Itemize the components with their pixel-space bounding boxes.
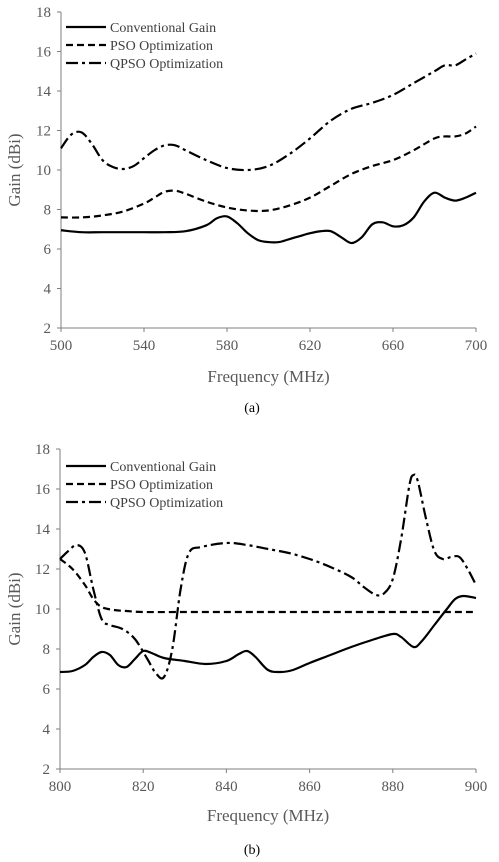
chart-b-x-tick-label: 840 [215,779,238,795]
chart-a-series-conventional-gain-line [60,191,477,245]
chart-b-y-tick-label: 6 [43,682,51,698]
chart-b-series-conventional-gain-line [59,594,477,674]
chart-a-y-tick-label: 4 [44,282,52,298]
chart-a-x-tick-label: 500 [50,338,73,354]
chart-a-y-tick-label: 2 [44,321,52,337]
chart-b-x-tick-label: 820 [132,779,155,795]
chart-a-y-axis-title: Gain (dBi) [5,133,24,206]
chart-a-y-tick-label: 18 [36,5,51,21]
chart-b-x-tick-label: 860 [298,779,321,795]
chart-b-y-tick-label: 10 [35,602,50,618]
chart-a-y-tick-label: 10 [36,163,51,179]
chart-a-x-tick-label: 540 [133,338,156,354]
chart-a-legend-label: QPSO Optimization [110,57,223,72]
chart-b-y-tick-label: 18 [35,442,50,458]
chart-b-series-pso-optimization-line [59,558,476,614]
chart-a-legend-label: Conventional Gain [110,21,216,36]
chart-b-series-qpso-optimization-line [59,473,477,680]
chart-b-x-tick-label: 900 [465,779,488,795]
chart-a-y-tick-label: 14 [36,84,52,100]
chart-b-caption: (b) [244,843,261,858]
chart-b-y-tick-label: 4 [43,722,51,738]
chart-a-series-qpso-optimization-line [60,52,477,172]
chart-b-y-tick-label: 14 [35,522,51,538]
chart-b-legend-label: QPSO Optimization [110,496,223,511]
chart-b-x-tick-label: 800 [49,779,72,795]
chart-b-legend-label: PSO Optimization [110,478,213,493]
chart-a-x-tick-label: 660 [382,338,405,354]
chart-a-y-tick-label: 8 [44,203,52,219]
chart-b-x-axis-title: Frequency (MHz) [207,806,329,825]
chart-b-y-tick-label: 12 [35,562,50,578]
chart-a-x-axis-title: Frequency (MHz) [207,367,329,386]
chart-b-legend-label: Conventional Gain [110,460,216,475]
chart-a-y-tick-label: 12 [36,124,51,140]
chart-b-x-tick-label: 880 [382,779,405,795]
chart-b-y-axis-title: Gain (dBi) [5,572,24,645]
chart-a-series-pso-optimization-line [60,125,477,219]
chart-b-y-tick-label: 2 [43,762,51,778]
chart-a-caption: (a) [244,401,260,416]
chart-a-legend-label: PSO Optimization [110,39,213,54]
chart-a-y-tick-label: 16 [36,45,52,61]
chart-a-x-tick-label: 580 [216,338,239,354]
chart-b-y-tick-label: 8 [43,642,51,658]
chart-a-x-tick-label: 700 [465,338,488,354]
chart-a-y-tick-label: 6 [44,242,52,258]
chart-b-y-tick-label: 16 [35,482,51,498]
chart-a-x-tick-label: 620 [299,338,322,354]
